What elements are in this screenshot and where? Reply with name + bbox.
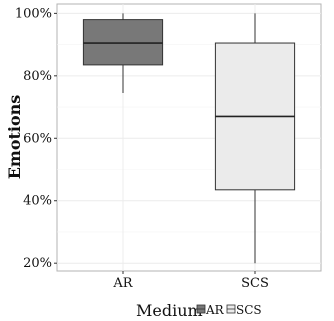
boxes <box>82 13 296 264</box>
x-tick-label: AR <box>112 276 133 291</box>
y-axis-title: Emotions <box>5 95 24 180</box>
y-tick-label: 60% <box>23 131 52 146</box>
x-tick-label: SCS <box>241 276 269 291</box>
y-tick-label: 20% <box>23 256 52 271</box>
y-tick-label: 100% <box>15 6 52 21</box>
legend-label-scs: SCS <box>236 303 262 317</box>
legend: Medium AR SCS <box>136 301 262 320</box>
y-tick-label: 40% <box>23 194 52 209</box>
legend-label-ar: AR <box>205 303 225 317</box>
y-tick-label: 80% <box>23 69 52 84</box>
x-axis: AR SCS <box>112 271 269 291</box>
legend-title: Medium <box>136 301 203 320</box>
y-axis: 20% 40% 60% 80% 100% <box>15 6 57 271</box>
